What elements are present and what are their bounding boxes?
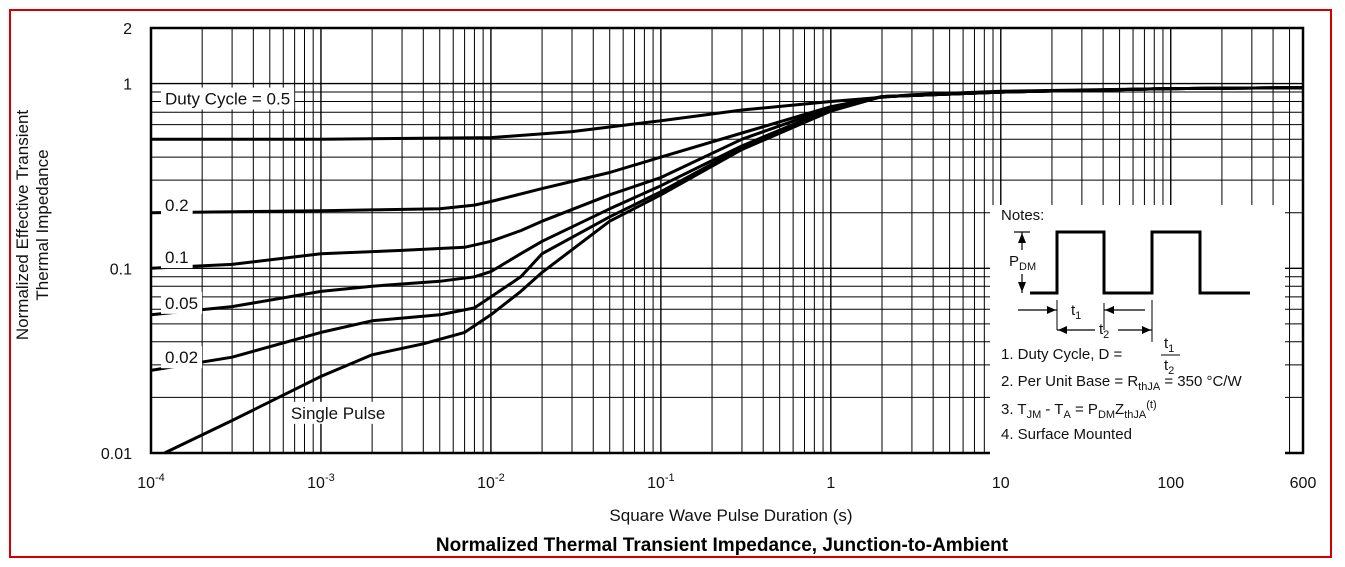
series-curves — [150, 86, 1304, 455]
x-tick-label: 10 — [992, 475, 1010, 492]
x-tick-label: 600 — [1290, 475, 1317, 492]
y-tick-label: 1 — [123, 77, 132, 94]
duty-fraction-denominator: t2 — [1164, 357, 1174, 377]
series-line — [163, 86, 1304, 455]
note-surface-mounted: 4. Surface Mounted — [1001, 426, 1132, 443]
series-label: Duty Cycle = 0.5 — [165, 90, 290, 109]
series-label: 0.1 — [165, 248, 189, 267]
note-duty-cycle: 1. Duty Cycle, D = — [1001, 346, 1123, 363]
x-tick-label: 10-4 — [137, 472, 165, 492]
x-tick-label: 1 — [826, 475, 835, 492]
notes-box: Notes: PDM t1 t2 1. Duty Cycle, D = t1 t… — [990, 205, 1285, 455]
y-tick-labels: 2 1 0.1 0.01 — [101, 21, 132, 463]
duty-fraction-numerator: t1 — [1164, 335, 1174, 355]
series-line — [150, 86, 1304, 215]
chart-frame — [9, 9, 1332, 558]
t1-label: t1 — [1071, 302, 1081, 322]
x-tick-label: 10-2 — [477, 472, 505, 492]
y-axis-label-line1: Normalized Effective Transient — [13, 110, 32, 341]
x-tick-label: 10-1 — [647, 472, 675, 492]
series-label: 0.05 — [165, 294, 198, 313]
series-label: Single Pulse — [291, 404, 386, 423]
series-line — [151, 86, 1304, 141]
y-axis-label: Normalized Effective Transient Thermal I… — [13, 110, 52, 341]
series-label: 0.2 — [165, 196, 189, 215]
y-tick-label: 0.01 — [101, 446, 132, 463]
chart-title: Normalized Thermal Transient Impedance, … — [436, 535, 1009, 556]
series-label: 0.02 — [165, 348, 198, 367]
pdm-label: PDM — [1009, 253, 1036, 273]
pulse-waveform — [1030, 230, 1250, 295]
y-axis-label-line2: Thermal Impedance — [33, 149, 52, 300]
note-per-unit-base: 2. Per Unit Base = RthJA = 350 °C/W — [1001, 373, 1242, 393]
t2-label: t2 — [1099, 321, 1109, 341]
note-temperature-rise: 3. TJM - TA = PDMZthJA(t) — [1001, 399, 1157, 421]
plot-area — [149, 26, 1305, 455]
notes-heading: Notes: — [1001, 207, 1044, 224]
x-tick-label: 100 — [1157, 475, 1184, 492]
series-labels: Duty Cycle = 0.5 0.2 0.1 0.05 0.02 Single Pul… — [161, 87, 390, 424]
x-tick-labels: 10-4 10-3 10-2 10-1 1 10 100 600 — [137, 472, 1316, 492]
x-tick-label: 10-3 — [307, 472, 335, 492]
y-tick-label: 0.1 — [110, 261, 132, 278]
x-axis-label: Square Wave Pulse Duration (s) — [609, 506, 852, 525]
y-tick-label: 2 — [123, 21, 132, 38]
